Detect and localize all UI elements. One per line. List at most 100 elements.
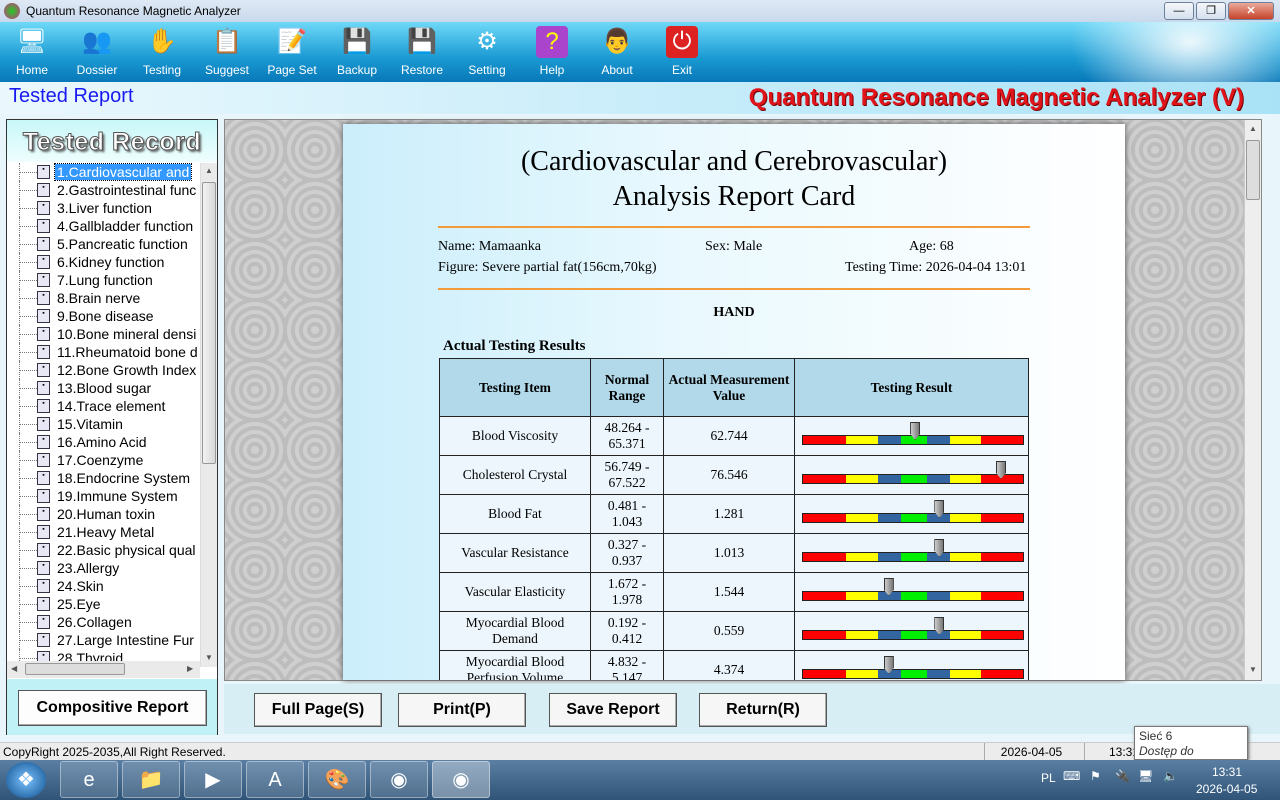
table-row: Blood Fat 0.481 - 1.043 1.281: [439, 494, 1029, 534]
record-item[interactable]: ▪ 4.Gallbladder function: [7, 217, 200, 235]
cell-value: 1.013: [663, 533, 795, 573]
cell-result: [794, 455, 1029, 495]
record-item[interactable]: ▪ 16.Amino Acid: [7, 433, 200, 451]
cell-result: [794, 533, 1029, 573]
scale-segment: [901, 631, 928, 639]
toolbar-page-set-button[interactable]: 📝 Page Set: [260, 22, 324, 82]
column-header: Testing Result: [794, 358, 1029, 417]
record-item[interactable]: ▪ 1.Cardiovascular and: [7, 163, 200, 181]
record-item-label: 3.Liver function: [57, 200, 152, 216]
toolbar-help-button[interactable]: ? Help: [520, 22, 584, 82]
start-button[interactable]: ❖: [6, 762, 46, 798]
record-item[interactable]: ▪ 17.Coenzyme: [7, 451, 200, 469]
record-item[interactable]: ▪ 6.Kidney function: [7, 253, 200, 271]
record-item[interactable]: ▪ 23.Allergy: [7, 559, 200, 577]
paint-taskbar-icon[interactable]: 🎨: [308, 761, 366, 798]
record-item[interactable]: ▪ 11.Rheumatoid bone d: [7, 343, 200, 361]
toolbar-about-button[interactable]: 👨 About: [585, 22, 649, 82]
title-bar: Quantum Resonance Magnetic Analyzer — ❐ …: [0, 0, 1280, 22]
scale-segment: [845, 514, 878, 522]
record-item[interactable]: ▪ 18.Endocrine System: [7, 469, 200, 487]
toolbar-setting-button[interactable]: ⚙ Setting: [455, 22, 519, 82]
close-button[interactable]: ✕: [1228, 2, 1274, 20]
record-item[interactable]: ▪ 26.Collagen: [7, 613, 200, 631]
return-button[interactable]: Return(R): [699, 693, 827, 727]
print-button[interactable]: Print(P): [398, 693, 526, 727]
document-icon: ▪: [37, 237, 50, 251]
record-item-label: 6.Kidney function: [57, 254, 165, 270]
power-icon[interactable]: 🔌: [1115, 769, 1130, 783]
scale-segment: [845, 553, 878, 561]
table-row: Vascular Elasticity 1.672 - 1.978 1.544: [439, 572, 1029, 612]
explorer-taskbar-icon[interactable]: 📁: [122, 761, 180, 798]
wordpad-taskbar-icon[interactable]: A: [246, 761, 304, 798]
scale-segment: [845, 436, 878, 444]
scroll-thumb[interactable]: [1246, 140, 1260, 200]
column-header: Actual Measurement Value: [663, 358, 795, 417]
results-table: Testing Item Normal Range Actual Measure…: [439, 358, 1029, 680]
record-item[interactable]: ▪ 21.Heavy Metal: [7, 523, 200, 541]
result-indicator-pointer: [883, 656, 894, 674]
toolbar-backup-button[interactable]: 💾 Backup: [325, 22, 389, 82]
record-item-label: 8.Brain nerve: [57, 290, 141, 306]
record-item[interactable]: ▪ 20.Human toxin: [7, 505, 200, 523]
toolbar-suggest-button[interactable]: 📋 Suggest: [195, 22, 259, 82]
record-item[interactable]: ▪ 27.Large Intestine Fur: [7, 631, 200, 649]
report-vertical-scrollbar[interactable]: ▲ ▼: [1244, 120, 1261, 680]
record-item-label: 16.Amino Acid: [57, 434, 147, 450]
document-icon: ▪: [37, 219, 50, 233]
media-player-taskbar-icon[interactable]: ▶: [184, 761, 242, 798]
record-item[interactable]: ▪ 2.Gastrointestinal func: [7, 181, 200, 199]
record-item-label: 26.Collagen: [57, 614, 132, 630]
doctor-icon: 👨: [602, 28, 632, 55]
record-item[interactable]: ▪ 9.Bone disease: [7, 307, 200, 325]
keyboard-icon[interactable]: ⌨: [1063, 769, 1081, 783]
analyzer-taskbar-icon[interactable]: ◉: [432, 761, 490, 798]
record-item[interactable]: ▪ 25.Eye: [7, 595, 200, 613]
record-item[interactable]: ▪ 8.Brain nerve: [7, 289, 200, 307]
toolbar-label: Suggest: [204, 63, 250, 77]
scroll-thumb[interactable]: [25, 663, 125, 675]
clock-date[interactable]: 2026-04-05: [1196, 782, 1258, 796]
action-center-flag-icon[interactable]: ⚑: [1090, 769, 1101, 783]
test-location: HAND: [713, 305, 755, 320]
tree-vertical-scrollbar[interactable]: ▲ ▼: [200, 163, 217, 667]
toolbar-restore-button[interactable]: 💾 Restore: [390, 22, 454, 82]
record-item[interactable]: ▪ 10.Bone mineral densi: [7, 325, 200, 343]
record-item[interactable]: ▪ 14.Trace element: [7, 397, 200, 415]
network-icon[interactable]: 🖥: [1138, 769, 1154, 783]
record-item[interactable]: ▪ 3.Liver function: [7, 199, 200, 217]
cell-result: [794, 650, 1029, 680]
record-item[interactable]: ▪ 19.Immune System: [7, 487, 200, 505]
record-item[interactable]: ▪ 22.Basic physical qual: [7, 541, 200, 559]
record-item[interactable]: ▪ 5.Pancreatic function: [7, 235, 200, 253]
record-item-label: 11.Rheumatoid bone d: [57, 344, 198, 360]
scale-segment: [845, 631, 878, 639]
ie-taskbar-icon[interactable]: e: [60, 761, 118, 798]
brand-title: Quantum Resonance Magnetic Analyzer (V): [748, 84, 1244, 111]
toolbar-home-button[interactable]: 🖥 Home: [0, 22, 64, 82]
record-item[interactable]: ▪ 24.Skin: [7, 577, 200, 595]
record-item[interactable]: ▪ 7.Lung function: [7, 271, 200, 289]
record-item[interactable]: ▪ 15.Vitamin: [7, 415, 200, 433]
toolbar-testing-button[interactable]: ✋ Testing: [130, 22, 194, 82]
clock-time[interactable]: 13:31: [1212, 765, 1243, 779]
document-icon: ▪: [37, 597, 50, 611]
maximize-button[interactable]: ❐: [1196, 2, 1226, 20]
scroll-thumb[interactable]: [202, 182, 216, 464]
record-item[interactable]: ▪ 13.Blood sugar: [7, 379, 200, 397]
volume-icon[interactable]: 🔈: [1163, 769, 1178, 783]
save-report-button[interactable]: Save Report: [549, 693, 677, 727]
tree-horizontal-scrollbar[interactable]: ◀ ▶: [7, 661, 200, 678]
record-item-label: 21.Heavy Metal: [57, 524, 155, 540]
language-indicator[interactable]: PL: [1041, 771, 1056, 785]
toolbar-exit-button[interactable]: ⏻ Exit: [650, 22, 714, 82]
minimize-button[interactable]: —: [1164, 2, 1194, 20]
document-icon: ▪: [37, 507, 50, 521]
chrome-taskbar-icon[interactable]: ◉: [370, 761, 428, 798]
compositive-report-button[interactable]: Compositive Report: [18, 690, 207, 726]
record-item[interactable]: ▪ 12.Bone Growth Index: [7, 361, 200, 379]
hand-icon: ✋: [147, 28, 177, 55]
toolbar-dossier-button[interactable]: 👥 Dossier: [65, 22, 129, 82]
full-page-button[interactable]: Full Page(S): [254, 693, 382, 727]
